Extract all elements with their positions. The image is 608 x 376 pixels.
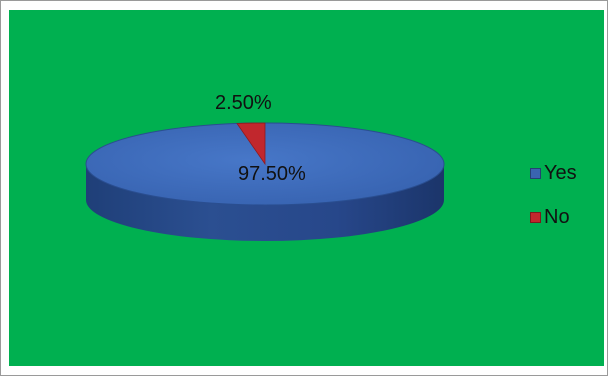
data-label-yes: 97.50% xyxy=(238,163,306,185)
legend-label-yes: Yes xyxy=(544,161,577,184)
legend-swatch-no xyxy=(530,211,541,223)
legend-label-no: No xyxy=(544,205,570,228)
legend-swatch-yes xyxy=(530,167,541,179)
legend: Yes No xyxy=(530,160,577,248)
pie-slice-no xyxy=(236,122,266,166)
legend-item-no: No xyxy=(530,204,577,230)
data-label-no: 2.50% xyxy=(215,92,272,114)
legend-item-yes: Yes xyxy=(530,160,577,186)
pie-side xyxy=(86,164,444,241)
